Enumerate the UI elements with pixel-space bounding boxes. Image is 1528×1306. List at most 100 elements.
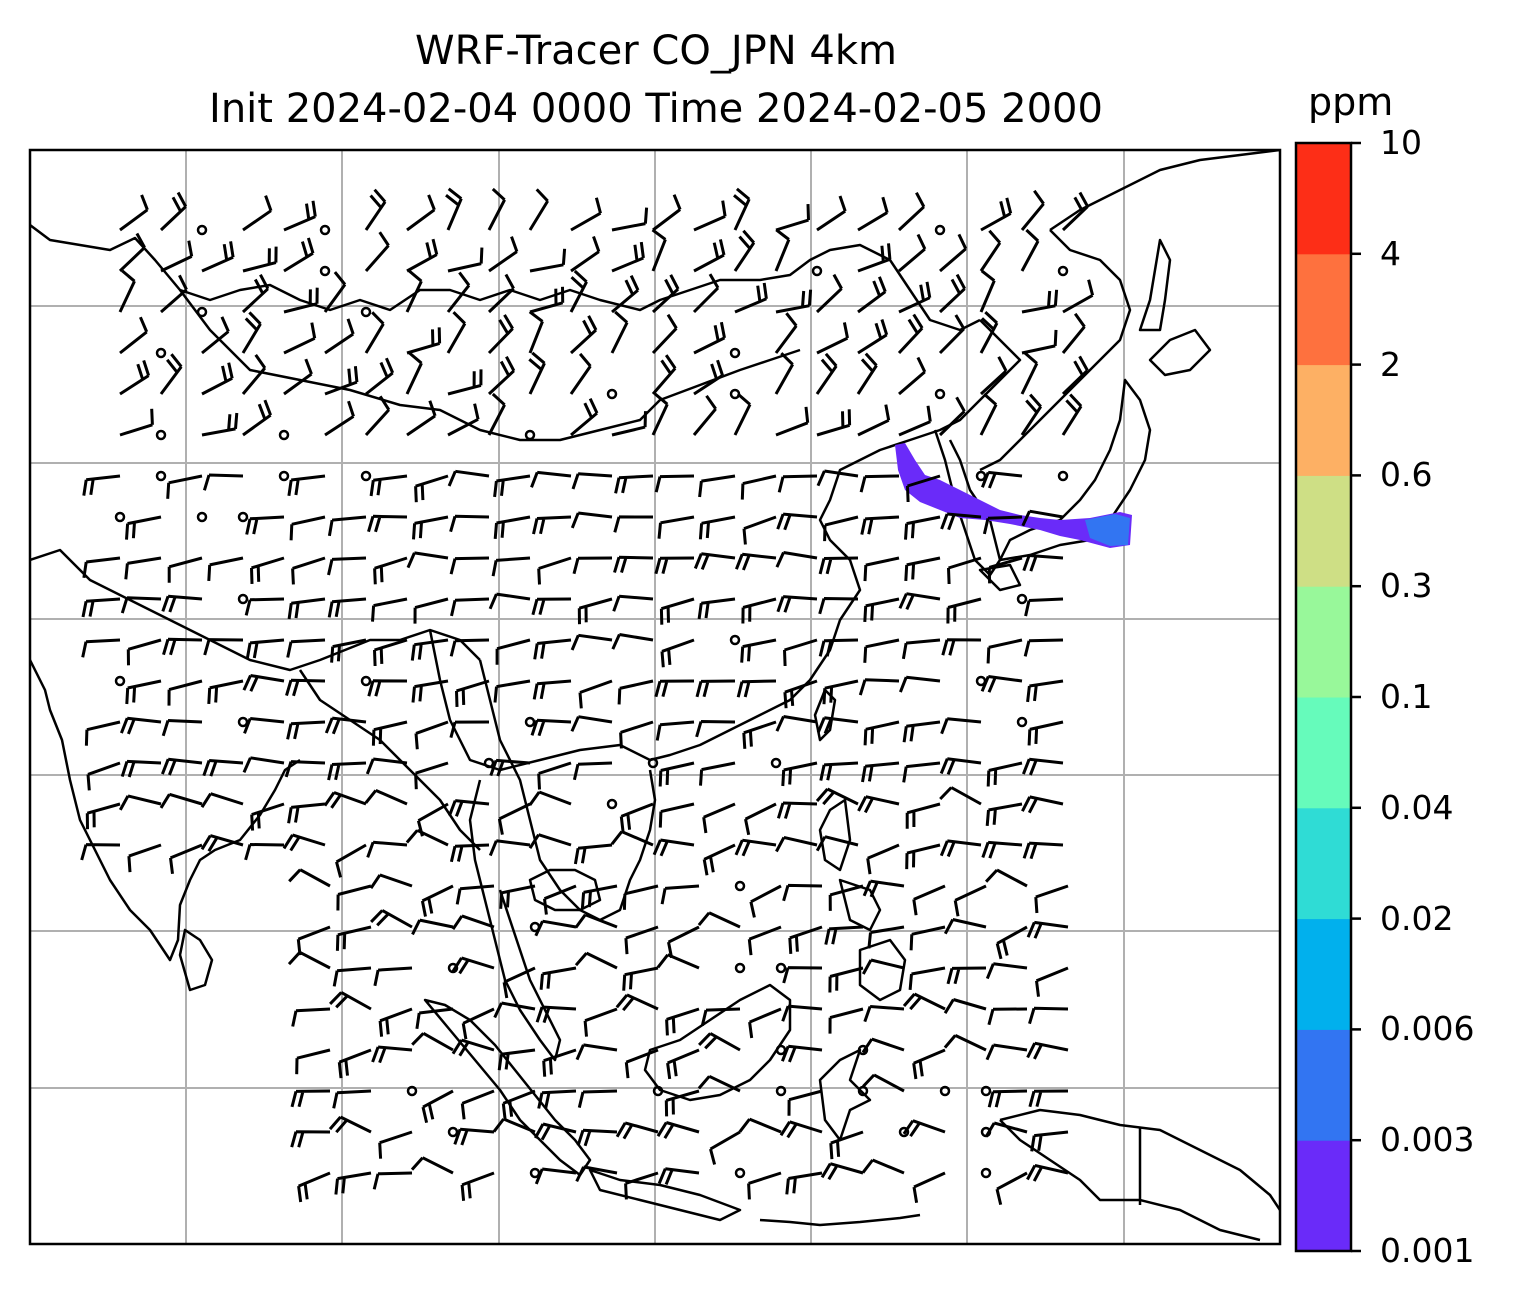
wind-calm-circle	[857, 1044, 869, 1056]
wind-barb	[979, 229, 1002, 272]
wind-barb	[543, 884, 577, 915]
wind-barb	[332, 966, 372, 987]
wind-calm-circle	[278, 470, 290, 482]
wind-barb	[981, 840, 1023, 859]
wind-barb	[371, 597, 408, 622]
wind-barb	[332, 1089, 372, 1109]
wind-calm-circle	[524, 716, 536, 728]
wind-barb	[202, 473, 244, 491]
wind-barb	[449, 556, 490, 575]
wind-calm-circle	[360, 470, 372, 482]
wind-barb	[816, 716, 859, 734]
wind-barb	[451, 956, 495, 975]
wind-barb	[1034, 884, 1069, 914]
wind-barb	[863, 1005, 905, 1023]
wind-barb	[167, 556, 203, 583]
wind-barb	[242, 399, 273, 437]
wind-barb	[619, 802, 654, 833]
wind-barb	[373, 638, 408, 667]
wind-barb	[863, 556, 900, 582]
wind-barb	[578, 679, 613, 709]
wind-barb	[857, 404, 891, 437]
co-tracer-plume	[895, 443, 1132, 548]
russia-coast-south	[979, 229, 1132, 472]
wind-barb	[327, 761, 367, 781]
wind-barb	[451, 1038, 495, 1057]
wind-barb	[532, 679, 572, 700]
wind-barb	[324, 400, 355, 437]
wind-barb	[774, 228, 791, 272]
wind-barb	[335, 925, 372, 951]
wind-barb	[697, 911, 741, 929]
china-east-coast	[649, 319, 1022, 762]
wind-barb	[202, 759, 244, 777]
wind-barb	[528, 790, 572, 806]
wind-barb	[287, 597, 326, 620]
wind-calm-circle	[1057, 265, 1069, 277]
wind-barb	[902, 761, 941, 783]
wind-barb	[1021, 795, 1064, 814]
wind-barb	[615, 993, 659, 1012]
wind-calm-circle	[980, 1085, 992, 1097]
wind-barb	[857, 243, 892, 273]
wind-barb	[740, 474, 777, 500]
wind-barb	[1021, 509, 1064, 527]
wind-barb	[824, 925, 864, 945]
wind-barb	[447, 247, 484, 273]
wind-calm-circle	[734, 880, 746, 892]
wind-barb	[857, 795, 900, 814]
wind-barb	[449, 638, 490, 657]
wind-barb	[364, 789, 408, 806]
wind-barb	[410, 638, 449, 661]
wind-barb	[953, 884, 987, 917]
wind-barb	[577, 597, 613, 625]
wind-barb	[207, 679, 244, 704]
wind-barb	[985, 962, 1028, 980]
wind-barb	[863, 720, 900, 746]
wind-calm-circle	[1057, 470, 1069, 482]
wind-barb	[288, 868, 331, 888]
wind-barb	[501, 1089, 536, 1120]
wind-barb	[120, 759, 162, 778]
wind-barb	[943, 918, 987, 935]
wind-calm-circle	[447, 1126, 459, 1138]
wind-barb	[203, 638, 244, 656]
wind-barb	[283, 322, 317, 355]
wind-barb	[659, 597, 695, 625]
wind-barb	[1061, 393, 1083, 436]
wind-barb	[1020, 228, 1040, 272]
wind-barb	[161, 757, 203, 776]
colorbar-tick-label: 0.006	[1380, 1009, 1475, 1049]
wind-barb	[283, 200, 317, 232]
wind-calm-circle	[934, 224, 946, 236]
wind-barb	[487, 187, 506, 231]
wind-barb	[861, 1037, 905, 1054]
wind-barb	[287, 474, 326, 497]
wind-barb	[985, 1043, 1028, 1061]
wind-calm-circle	[898, 1126, 910, 1138]
wind-barb	[624, 1171, 659, 1200]
wind-barb	[788, 925, 823, 954]
wind-barb	[537, 556, 572, 585]
wind-barb	[207, 556, 244, 581]
wind-calm-circle	[360, 675, 372, 687]
wind-barb	[898, 356, 927, 396]
wind-barb	[815, 835, 859, 852]
japan-hokkaido	[1148, 328, 1212, 377]
wind-barb	[867, 925, 905, 949]
wind-barb	[995, 1171, 1028, 1206]
wind-barb	[938, 273, 967, 314]
wind-barb	[660, 638, 695, 668]
wind-barb	[857, 276, 887, 314]
wind-barb	[693, 359, 724, 396]
wind-calm-circle	[775, 962, 787, 974]
wind-barb	[286, 638, 326, 658]
wind-barb	[530, 718, 572, 737]
wind-barb	[502, 966, 536, 999]
colorbar-unit-label: ppm	[1308, 80, 1394, 124]
wind-barb	[497, 802, 531, 835]
wind-barb	[947, 556, 982, 585]
wind-barb	[1062, 279, 1095, 314]
wind-barb	[411, 679, 449, 703]
wind-barb	[539, 966, 577, 990]
